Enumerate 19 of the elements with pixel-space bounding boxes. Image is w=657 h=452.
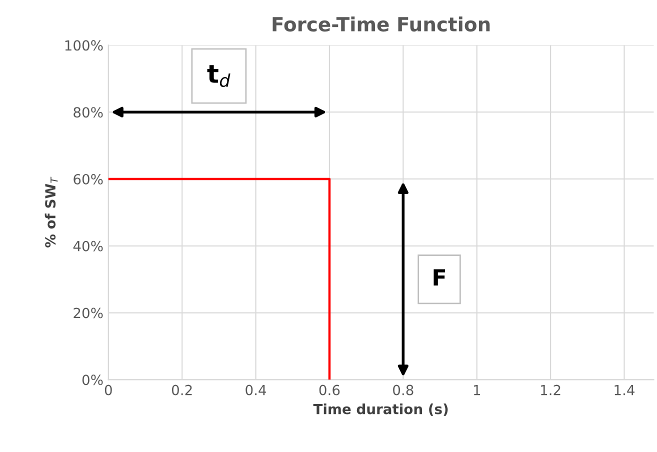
y-tick-label: 0% [82, 374, 103, 386]
y-tick-label: 20% [74, 308, 103, 318]
annotation: F [434, 269, 445, 286]
y-tick-label: 40% [73, 240, 103, 252]
x-tick-label: 1.4 [614, 384, 635, 396]
chart-title: Force-Time Function [272, 16, 490, 32]
y-axis-title: % of SW$_{T}$ [44, 176, 58, 248]
annotation: t$_{d}$ [207, 65, 230, 88]
y-tick-label: 60% [74, 174, 103, 184]
x-tick-label: 0.6 [319, 384, 340, 396]
y-tick-label: 100% [65, 40, 103, 51]
x-tick-label: 0.4 [246, 384, 266, 396]
x-axis-title: Time duration (s) [313, 404, 448, 416]
x-tick-label: 0.2 [172, 384, 192, 396]
x-tick-label: 1.2 [541, 384, 560, 396]
x-tick-label: 0 [104, 384, 112, 396]
x-tick-label: 1 [474, 384, 480, 396]
y-tick-label: 80% [74, 107, 103, 118]
x-tick-label: 0.8 [393, 384, 414, 396]
